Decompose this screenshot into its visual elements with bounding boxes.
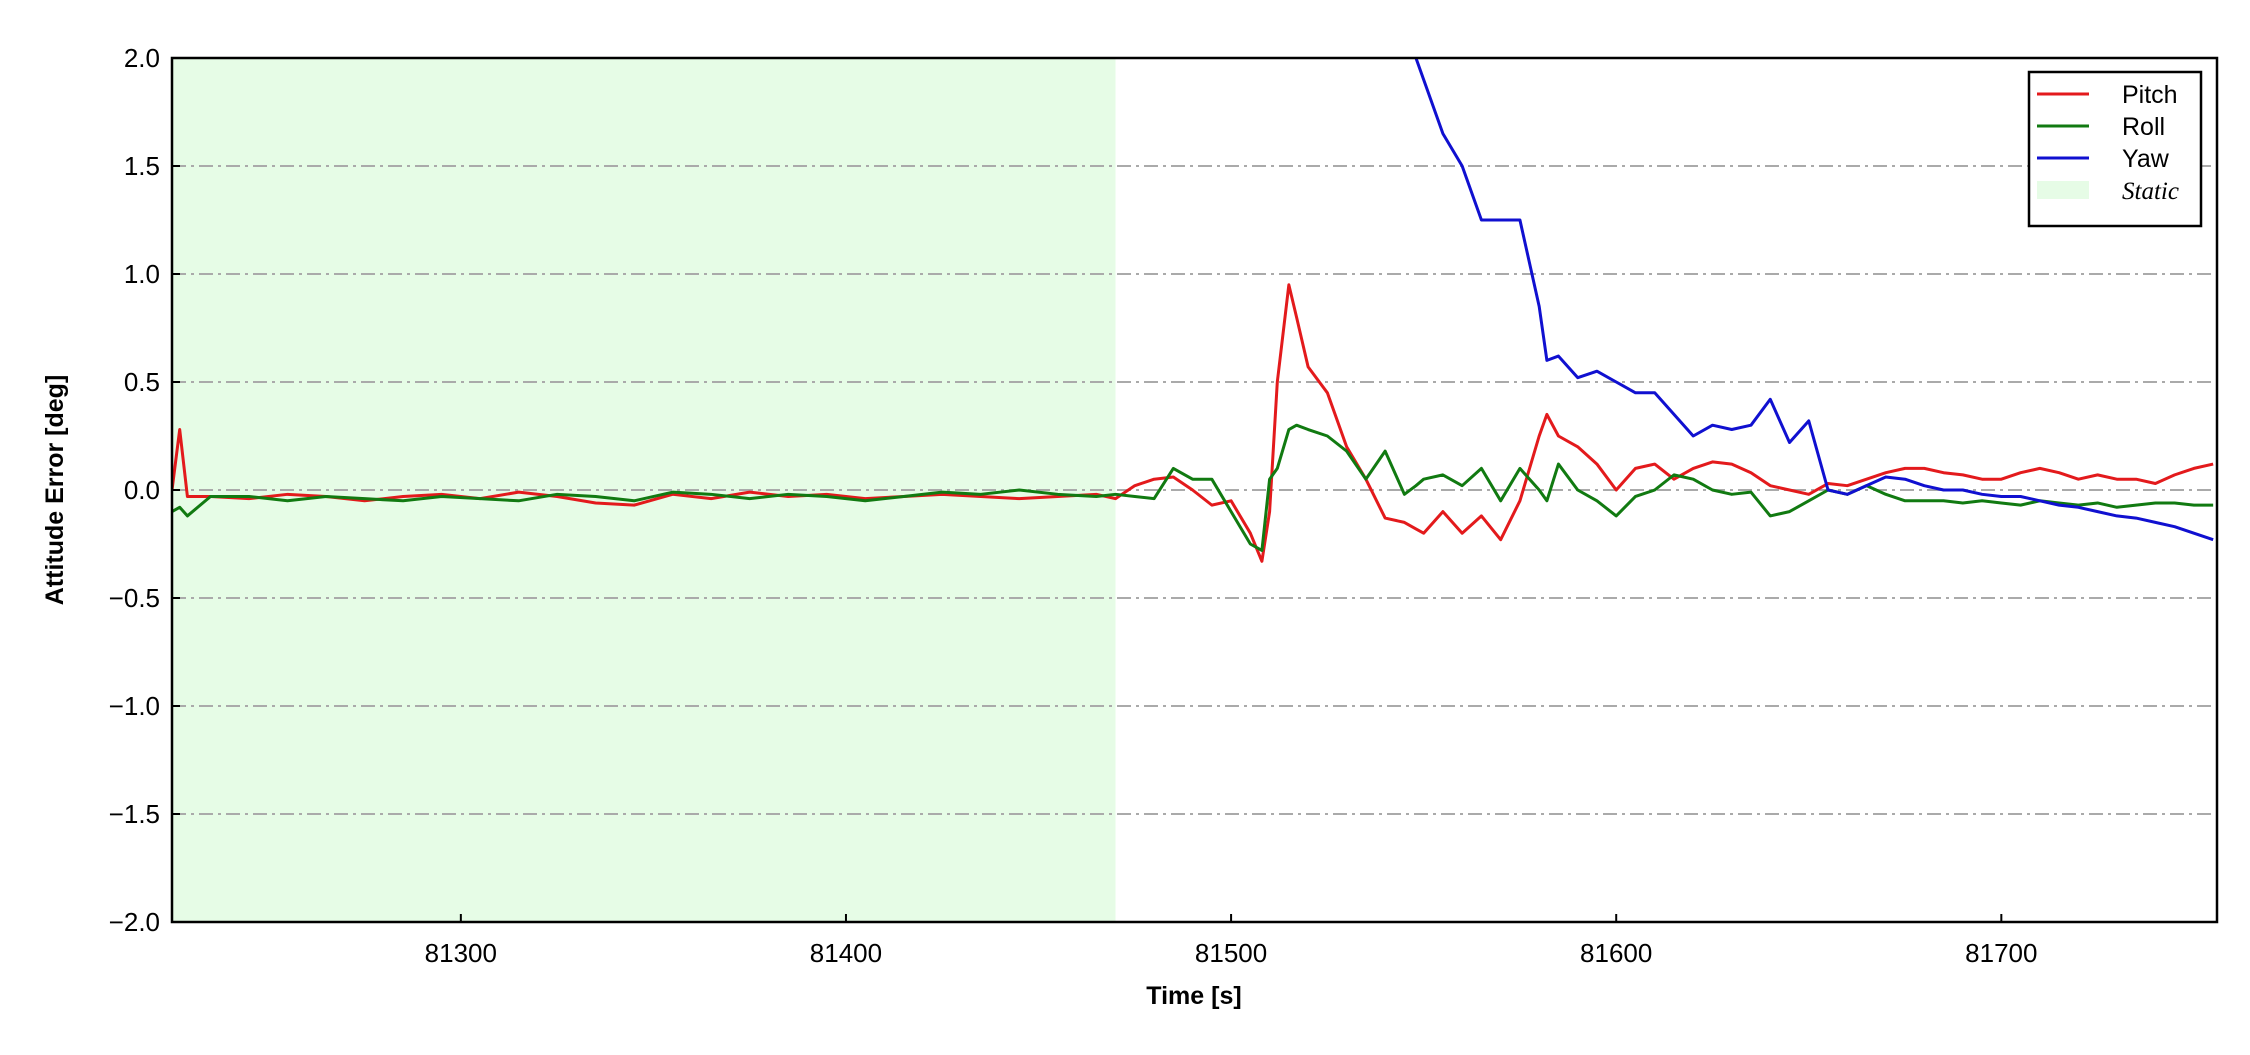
axes: −2.0 −1.5 −1.0 −0.5 0.0 0.5 1.0 1.5 2.0 81300 8140… [109, 43, 2219, 968]
y-tick-label: −0.5 [109, 583, 160, 613]
y-tick-label: −2.0 [109, 907, 160, 937]
y-axis-label: Attitude Error [deg] [41, 375, 69, 606]
series-line [172, 423, 2214, 552]
legend-label: Roll [2122, 113, 2165, 141]
x-tick-label: 81600 [1580, 938, 1652, 968]
legend-swatch [2037, 181, 2089, 199]
series-line [1414, 58, 2214, 542]
legend-box [2027, 70, 2203, 228]
x-tick-label: 81500 [1195, 938, 1267, 968]
y-tick-label: −1.0 [109, 691, 160, 721]
y-tick-label: 1.5 [124, 151, 160, 181]
legend: Pitch Roll Yaw Static [2027, 70, 2203, 228]
legend-label: Pitch [2122, 81, 2178, 109]
x-tick-label: 81300 [425, 938, 497, 968]
y-tick-label: −1.5 [109, 799, 160, 829]
plot-area [172, 58, 2217, 922]
x-tick-label: 81400 [810, 938, 882, 968]
x-tick-label: 81700 [1965, 938, 2037, 968]
y-tick-label: 0.5 [124, 367, 160, 397]
legend-label: Static [2122, 178, 2179, 205]
y-tick-label: 1.0 [124, 259, 160, 289]
y-tick-label: 2.0 [124, 43, 160, 73]
y-tick-label: 0.0 [124, 475, 160, 505]
x-axis-label: Time [s] [1146, 982, 1241, 1010]
plot-frame [170, 56, 2219, 924]
series-line [172, 283, 2214, 563]
legend-label: Yaw [2122, 145, 2170, 173]
